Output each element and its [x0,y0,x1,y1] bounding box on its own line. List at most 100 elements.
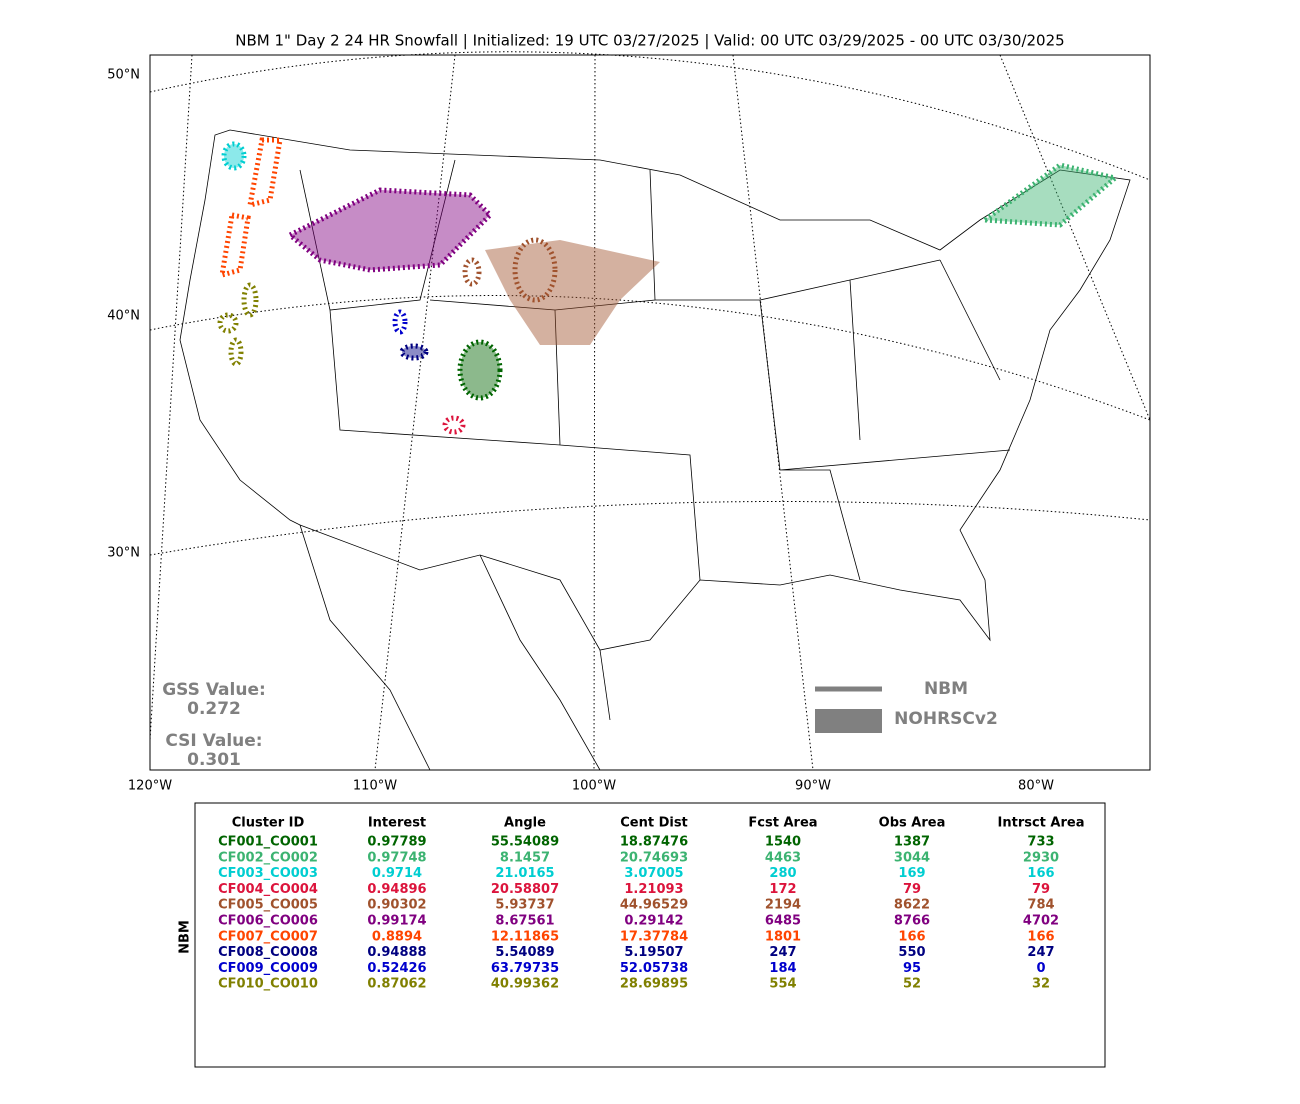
column-header: Angle [504,816,546,831]
legend-label: NBM [924,679,968,699]
lat-label: 50°N [107,68,140,83]
table-cell: 2194 [765,898,801,913]
table-cell: 247 [1027,945,1054,960]
lat-label: 40°N [107,309,140,324]
table-cell: 8.67561 [495,914,554,929]
table-cell: CF008_CO008 [218,945,318,960]
table-cell: 1801 [765,929,801,944]
table-cell: 550 [898,945,925,960]
table-cell: 17.37784 [620,929,688,944]
states [299,159,1011,581]
table-cell: 3.07005 [624,866,683,881]
lon-label: 80°W [1018,779,1054,794]
table-cell: 18.87476 [620,835,688,850]
table-cell: 733 [1027,835,1054,850]
table-side-label: NBM [178,920,193,954]
table-cell: 4702 [1023,914,1059,929]
table-cell: 21.0165 [495,866,554,881]
lon-label: 110°W [353,779,397,794]
table-cell: 52.05738 [620,961,688,976]
table-cell: 166 [898,929,925,944]
lon-label: 120°W [128,779,172,794]
table-cell: 79 [903,882,921,897]
score-label: CSI Value: [165,731,262,751]
legend-patch [815,709,882,733]
table-cell: 0.99174 [367,914,426,929]
table-cell: 5.93737 [495,898,554,913]
table-cell: 5.54089 [495,945,554,960]
table-cell: 280 [769,866,796,881]
column-header: Cluster ID [232,816,305,831]
table-cell: 32 [1032,977,1050,992]
mexico [299,524,611,771]
graticule [149,51,1151,771]
title: NBM 1" Day 2 24 HR Snowfall | Initialize… [235,32,1064,50]
lon-label: 100°W [572,779,616,794]
table-cell: CF009_CO009 [218,961,318,976]
table-cell: CF010_CO010 [218,977,318,992]
column-header: Fcst Area [748,816,817,831]
table-frame [194,802,1106,1068]
table-cell: 247 [769,945,796,960]
table-cell: 0.94888 [367,945,426,960]
table-cell: CF005_CO005 [218,898,318,913]
table-cell: CF007_CO007 [218,929,318,944]
table-cell: 0.90302 [367,898,426,913]
map-frame [149,54,1151,771]
table-cell: 0.9714 [372,866,422,881]
table-cell: 6485 [765,914,801,929]
table-cell: 784 [1027,898,1054,913]
table-cell: 55.54089 [491,835,559,850]
table-cell: 8.1457 [500,850,550,865]
table-cell: 20.58807 [491,882,559,897]
table-cell: 79 [1032,882,1050,897]
lon-label: 90°W [795,779,831,794]
score-value: 0.272 [187,699,241,719]
score-value: 0.301 [187,750,241,770]
lat-label: 30°N [107,546,140,561]
table-cell: 8622 [894,898,930,913]
table-cell: CF003_CO003 [218,866,318,881]
table-cell: 184 [769,961,796,976]
table-cell: CF001_CO001 [218,835,318,850]
table-cell: 95 [903,961,921,976]
table-cell: 0.94896 [367,882,426,897]
table-cell: 20.74693 [620,850,688,865]
column-header: Obs Area [879,816,946,831]
table-cell: 172 [769,882,796,897]
table-cell: 2930 [1023,850,1059,865]
table-cell: 52 [903,977,921,992]
table-cell: 0 [1036,961,1045,976]
table-cell: 63.79735 [491,961,559,976]
table-cell: CF006_CO006 [218,914,318,929]
table-cell: 5.19507 [624,945,683,960]
table-cell: 8766 [894,914,930,929]
table-cell: 166 [1027,866,1054,881]
table-cell: 0.97748 [367,850,426,865]
map: NBM NOHRSCv2 GSS Value: 0.272 CSI Value:… [149,51,1151,771]
table-cell: 4463 [765,850,801,865]
table-cell: 166 [1027,929,1054,944]
table-cell: 169 [898,866,925,881]
column-header: Cent Dist [620,816,688,831]
table-cell: 0.97789 [367,835,426,850]
column-header: Intrsct Area [998,816,1085,831]
table-cell: 12.11865 [491,929,559,944]
table-cell: 0.52426 [367,961,426,976]
table-cell: CF004_CO004 [218,882,318,897]
table-cell: 1540 [765,835,801,850]
column-header: Interest [368,816,426,831]
table-cell: 0.8894 [372,929,422,944]
table-cell: 40.99362 [491,977,559,992]
table-cell: 1.21093 [624,882,683,897]
table-cell: 3044 [894,850,930,865]
table-cell: 44.96529 [620,898,688,913]
table-cell: 1387 [894,835,930,850]
table-cell: 28.69895 [620,977,688,992]
snow-objects [217,137,1121,435]
legend-label: NOHRSCv2 [894,709,998,729]
coastline [179,129,1131,651]
table-cell: 0.87062 [367,977,426,992]
